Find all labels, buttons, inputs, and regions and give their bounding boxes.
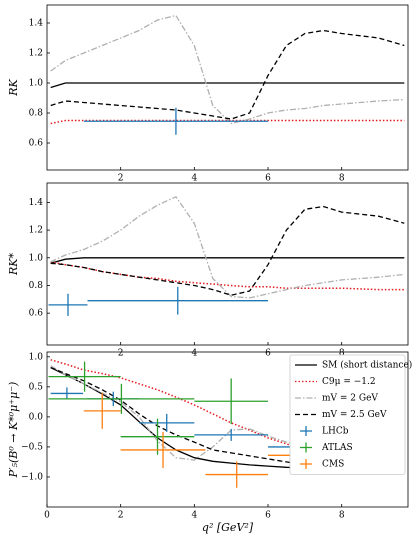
legend-label: C9μ = −1.2	[322, 377, 376, 387]
x-tick-label: 2	[118, 511, 124, 521]
curve	[50, 359, 405, 461]
curve	[50, 257, 405, 264]
y-axis-label: P′₅(B⁰ → K*⁰μ⁺μ⁻)	[7, 382, 20, 479]
x-axis-label: q² [GeV²]	[202, 521, 254, 534]
curve	[50, 366, 405, 470]
x-tick-label: 8	[339, 349, 345, 359]
legend-box	[289, 354, 406, 475]
y-tick-label: −1.0	[21, 472, 43, 482]
curve	[50, 82, 405, 89]
curve	[50, 119, 405, 125]
y-tick-label: −0.5	[21, 442, 43, 452]
y-tick-label: 1.4	[29, 198, 44, 208]
y-tick-label: 0.8	[29, 109, 44, 119]
y-tick-label: 0.6	[29, 309, 44, 319]
y-tick-label: 1.2	[29, 226, 43, 236]
curve	[50, 195, 405, 299]
plot-frame	[46, 182, 409, 346]
y-axis-label: RK*	[7, 253, 20, 277]
curve	[50, 29, 405, 120]
x-tick-label: 8	[339, 174, 345, 184]
x-tick-label: 4	[191, 349, 197, 359]
y-tick-label: 0.5	[29, 382, 44, 392]
curve	[50, 205, 405, 296]
x-tick-label: 2	[118, 349, 124, 359]
curve	[50, 14, 405, 125]
y-tick-label: 1.2	[29, 49, 43, 59]
plot-frame	[46, 351, 409, 508]
y-tick-label: 1.0	[29, 253, 44, 263]
x-tick-label: 6	[265, 511, 271, 521]
y-tick-label: 1.0	[29, 352, 44, 362]
x-tick-label: 2	[118, 174, 124, 184]
y-axis-label: RK	[7, 78, 20, 96]
legend-label: LHCb	[322, 427, 349, 437]
legend-label: CMS	[322, 460, 344, 470]
legend-label: SM (short distance)	[322, 360, 412, 371]
y-tick-label: 1.0	[29, 79, 44, 89]
x-tick-label: 0	[44, 511, 50, 521]
x-tick-label: 4	[191, 511, 197, 521]
legend-label: mV = 2.5 GeV	[322, 410, 387, 420]
legend-label: ATLAS	[321, 443, 353, 453]
plot-frame	[46, 4, 409, 171]
y-tick-label: 0.6	[29, 139, 44, 149]
x-tick-label: 4	[191, 174, 197, 184]
y-tick-label: 0.0	[29, 412, 44, 422]
x-tick-label: 6	[265, 174, 271, 184]
x-tick-label: 8	[339, 511, 345, 521]
legend-label: mV = 2 GeV	[322, 394, 378, 404]
curve	[50, 261, 405, 291]
x-tick-label: 6	[265, 349, 271, 359]
y-tick-label: 1.4	[29, 19, 44, 29]
y-tick-label: 0.8	[29, 281, 44, 291]
